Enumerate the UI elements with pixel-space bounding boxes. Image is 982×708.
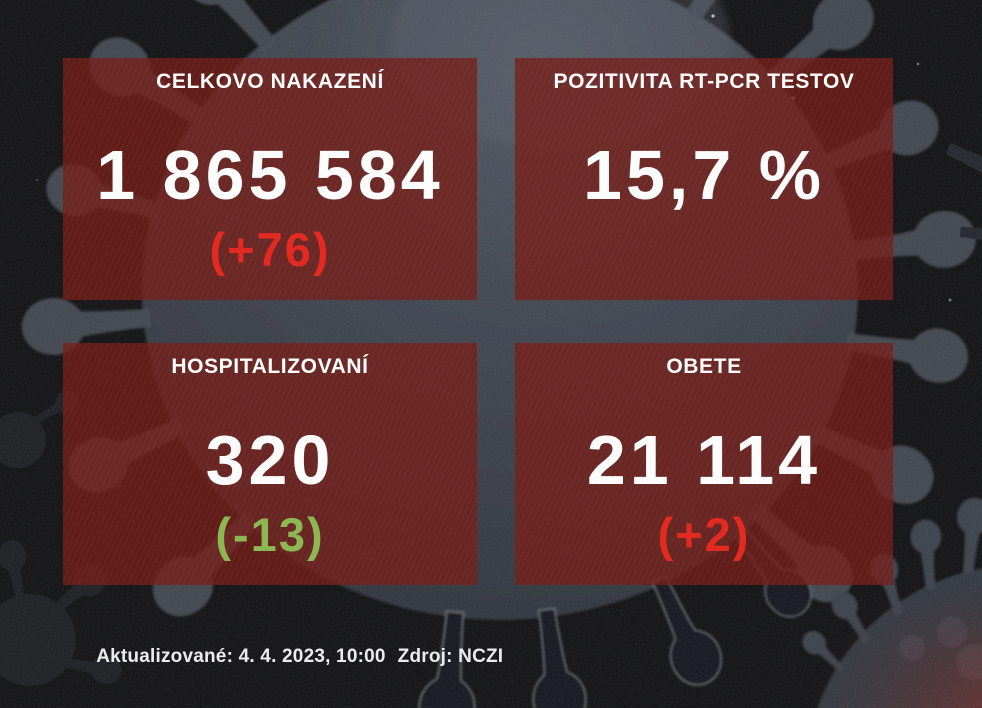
stat-title: OBETE <box>666 355 742 378</box>
stat-card-hospitalized: HOSPITALIZOVANÍ 320 (-13) <box>63 343 477 585</box>
stat-title: POZITIVITA RT-PCR TESTOV <box>553 70 855 93</box>
stat-card-deaths: OBETE 21 114 (+2) <box>515 343 893 585</box>
stat-value: 320 <box>205 421 335 499</box>
footer-meta: Aktualizované: 4. 4. 2023, 10:00 Zdroj: N… <box>75 624 503 690</box>
stat-title: HOSPITALIZOVANÍ <box>171 355 369 378</box>
stat-delta <box>515 221 893 277</box>
stat-card-total-infected: CELKOVO NAKAZENÍ 1 865 584 (+76) <box>63 58 477 300</box>
data-source: Zdroj: NCZI <box>397 646 504 667</box>
stat-value: 1 865 584 <box>96 136 444 214</box>
stat-delta: (+2) <box>657 507 751 561</box>
stat-delta: (+76) <box>209 222 331 276</box>
stat-title: CELKOVO NAKAZENÍ <box>156 70 384 93</box>
stat-value: 15,7 % <box>583 136 825 214</box>
stat-value: 21 114 <box>586 421 822 499</box>
stat-delta: (-13) <box>215 507 325 561</box>
stat-card-pcr-positivity: POZITIVITA RT-PCR TESTOV 15,7 % <box>515 58 893 300</box>
updated-timestamp: Aktualizované: 4. 4. 2023, 10:00 <box>96 646 386 667</box>
